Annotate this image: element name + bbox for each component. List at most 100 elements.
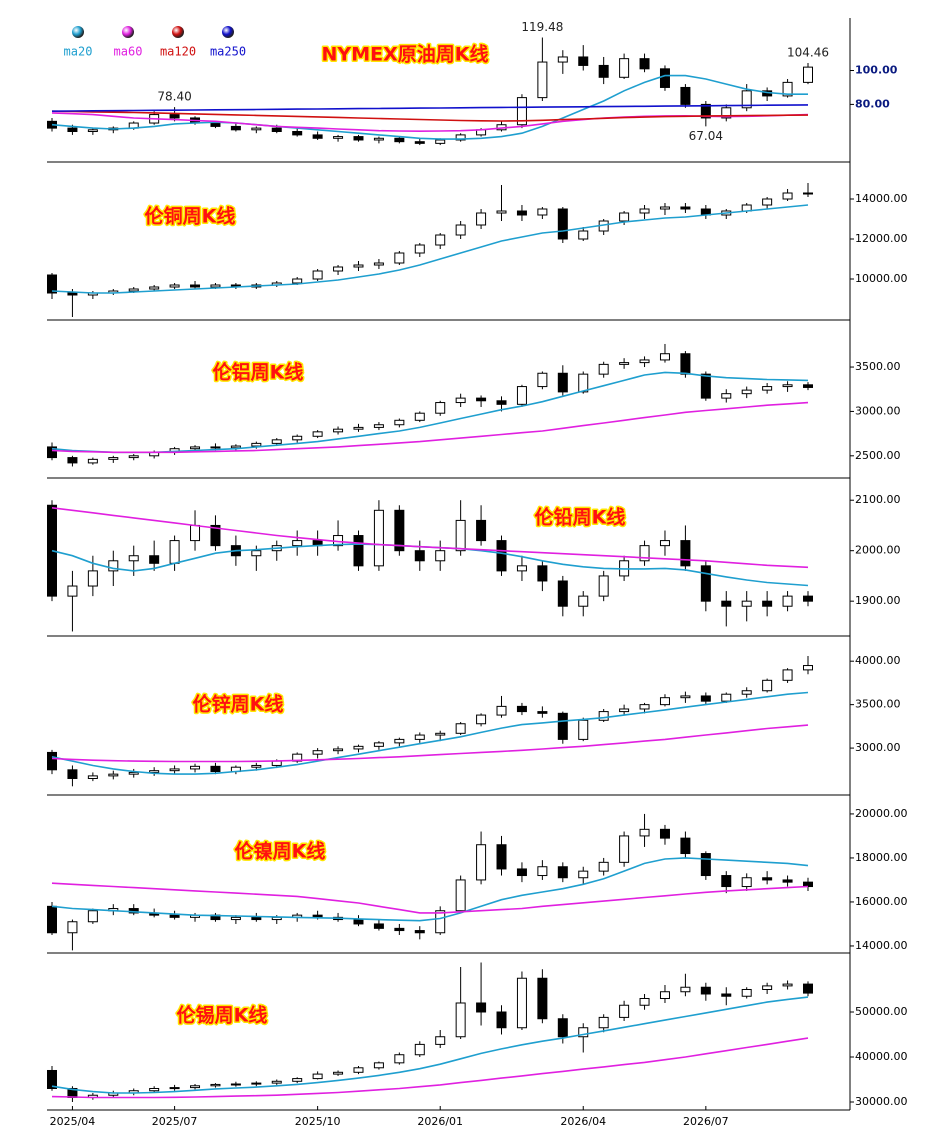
candle-body: [333, 136, 344, 139]
candle-body: [455, 224, 466, 236]
candle-body: [47, 504, 57, 597]
candle-body: [619, 362, 630, 365]
candle-body: [721, 875, 732, 888]
candle-body: [210, 284, 221, 288]
y-tick-label: 14000.00: [855, 939, 908, 952]
candle-body: [455, 1002, 466, 1038]
candle-body: [353, 1067, 364, 1073]
candles: [47, 183, 813, 317]
candle-body: [721, 393, 732, 399]
x-tick-label: 2026/07: [683, 1115, 729, 1128]
candle-body: [619, 212, 630, 222]
x-tick-label: 2026/01: [417, 1115, 463, 1128]
ma-line: [51, 74, 808, 140]
legend-label: ma20: [64, 45, 93, 59]
candle-body: [598, 64, 609, 78]
candle-body: [394, 738, 405, 744]
candle-body: [619, 1004, 630, 1018]
candle-body: [619, 835, 630, 863]
panel-title: 伦铜周K线: [145, 205, 236, 228]
candle-body: [659, 68, 670, 88]
candle-body: [700, 565, 711, 602]
candle-body: [333, 428, 344, 433]
ma-line: [51, 401, 809, 454]
candle-body: [435, 1036, 446, 1045]
candle-body: [169, 768, 180, 772]
legend-marker: [72, 26, 84, 38]
candle-body: [598, 575, 609, 597]
candle-body: [557, 208, 568, 240]
candle-body: [169, 540, 180, 564]
candle-body: [680, 86, 691, 105]
candle-body: [414, 930, 425, 934]
candle-body: [373, 1062, 384, 1069]
candle-body: [476, 397, 487, 402]
candle-body: [108, 560, 119, 572]
ma-line: [51, 882, 809, 914]
ma-line: [51, 724, 809, 763]
candle-body: [659, 540, 670, 547]
y-tick-label: 20000.00: [855, 807, 908, 820]
candle-body: [373, 262, 384, 266]
y-tick-label: 10000.00: [855, 272, 908, 285]
candle-body: [312, 1073, 323, 1080]
ma-line: [51, 204, 809, 294]
candle-body: [87, 129, 98, 133]
candle-body: [230, 1083, 241, 1086]
candle-body: [414, 244, 425, 254]
candle-body: [128, 288, 139, 292]
candle-body: [108, 457, 119, 460]
candle-body: [476, 519, 487, 542]
candle-body: [271, 760, 282, 766]
candle-body: [762, 198, 773, 206]
candle-body: [680, 206, 691, 210]
candle-body: [210, 122, 221, 127]
ma-line: [51, 543, 809, 587]
candles: [47, 37, 813, 146]
candle-body: [435, 550, 446, 562]
candle-body: [659, 697, 670, 706]
candle-body: [271, 127, 282, 133]
candle-body: [803, 192, 813, 195]
candle-body: [803, 66, 813, 83]
candle-body: [557, 866, 568, 879]
y-tick-label: 18000.00: [855, 851, 908, 864]
candle-body: [271, 1080, 282, 1084]
candle-body: [394, 137, 405, 143]
candle-body: [598, 861, 609, 872]
candle-body: [373, 923, 384, 929]
candle-body: [639, 997, 650, 1006]
x-tick-label: 2025/07: [152, 1115, 198, 1128]
candle-body: [230, 916, 241, 921]
panel-title: 伦铝周K线: [213, 361, 304, 384]
candle-body: [782, 983, 793, 987]
candle-body: [639, 359, 650, 364]
candle-body: [496, 844, 507, 870]
candle-body: [659, 206, 670, 210]
candle-body: [803, 384, 813, 388]
candle-body: [251, 127, 262, 131]
candle-body: [210, 446, 221, 449]
candle-body: [782, 192, 793, 200]
candle-body: [312, 270, 323, 280]
candle-body: [496, 400, 507, 405]
candle-body: [476, 714, 487, 725]
candle-body: [516, 977, 527, 1029]
candle-body: [373, 742, 384, 747]
candles: [47, 962, 813, 1102]
candle-body: [537, 866, 548, 877]
y-tick-label: 80.00: [855, 97, 890, 110]
candle-body: [190, 284, 201, 288]
candle-body: [67, 585, 78, 597]
candle-body: [67, 457, 78, 464]
panel-title: 伦镍周K线: [235, 840, 326, 863]
candle-body: [741, 690, 752, 695]
candle-body: [578, 1027, 589, 1038]
candle-body: [578, 870, 589, 879]
candle-body: [680, 695, 691, 699]
candle-body: [639, 545, 650, 562]
candle-body: [741, 988, 752, 997]
y-tick-label: 2000.00: [855, 544, 901, 557]
candle-body: [67, 769, 78, 779]
